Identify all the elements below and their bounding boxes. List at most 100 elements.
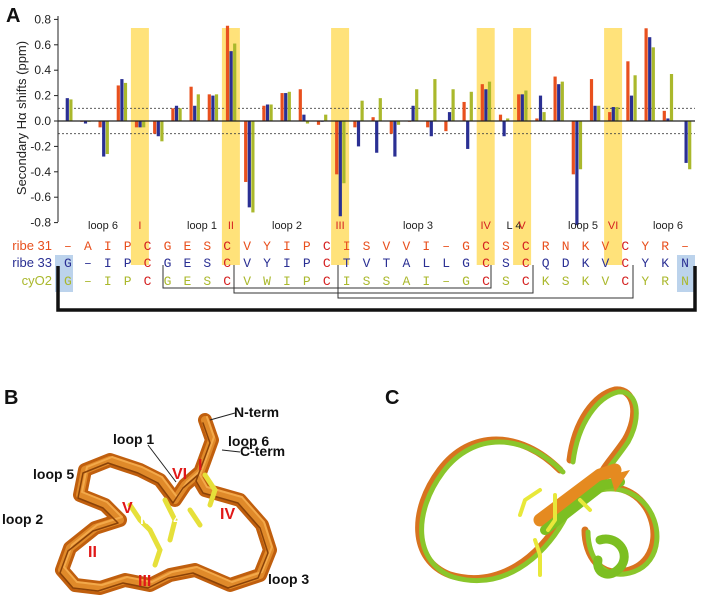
residue-0-26: K [582,239,590,254]
region-labels: loop 6 loop 1 loop 2 loop 3 L 4 loop 5 loop 6 [88,220,683,232]
residue-2-27: V [602,274,610,289]
label-loop-5: loop 5 [33,466,74,482]
label-loop-6: loop 6 [228,433,269,449]
residue-0-6: E [183,239,191,254]
region-label-6: loop 6 [653,220,683,232]
residue-2-12: P [303,274,311,289]
cys-highlight-i [130,28,149,265]
cys-label-vi: VI [172,466,187,483]
bar-ribe-31-9 [225,25,230,121]
residue-2-9: V [243,274,251,289]
residue-2-3: P [124,274,132,289]
region-label-3: loop 3 [403,220,433,232]
bar-ribe-31-7 [189,86,193,121]
cys-label-iv: IV [220,506,235,523]
cys-roman-5: VI [608,220,618,232]
residue-2-25: S [562,274,570,289]
residue-0-27: V [602,239,610,254]
residue-0-29: Y [641,239,649,254]
bar-cyo2-25 [524,90,528,121]
bar-ribe-33-10 [247,121,251,208]
bar-ribe-33-1 [83,121,88,124]
residue-1-22: S [502,256,510,271]
bar-cyo2-24 [506,118,510,121]
bar-ribe-33-22 [466,121,470,149]
residue-2-30: R [661,274,669,289]
bar-ribe-31-24 [498,114,503,121]
region-label-4: L 4 [507,220,522,232]
cys-label-iii: III [138,573,151,590]
residue-1-7: S [203,256,211,271]
y-tick-label-0: 0.8 [34,12,51,26]
chart-axes [54,16,695,224]
residue-2-1: – [84,274,92,289]
residue-1-18: L [422,256,430,271]
bar-ribe-33-32 [648,37,652,121]
residue-2-16: S [383,274,391,289]
cartoon-sidechains [518,488,592,577]
residue-2-11: I [283,274,291,289]
residue-2-8: C [223,274,231,289]
bar-ribe-31-6 [171,108,175,121]
residue-1-30: K [661,256,669,271]
residue-1-0: G [64,256,72,271]
residue-2-26: K [582,274,590,289]
bar-ribe-33-8 [211,95,215,121]
bar-ribe-33-4 [138,121,142,128]
bar-cyo2-19 [415,89,419,121]
bar-cyo2-17 [378,98,382,121]
bar-ribe-33-33 [666,118,670,121]
residue-2-7: S [203,274,211,289]
bar-ribe-33-26 [538,95,543,121]
residue-0-18: I [422,239,430,254]
bar-cyo2-18 [396,121,401,125]
bar-cyo2-6 [178,108,182,121]
bar-ribe-33-20 [429,121,433,137]
bar-ribe-33-5 [156,121,160,137]
residue-0-4: C [144,239,152,254]
region-label-0: loop 6 [88,220,118,232]
cys-roman-0: I [138,220,141,232]
residue-0-11: I [283,239,291,254]
residue-1-4: C [144,256,152,271]
bar-cyo2-16 [360,100,364,121]
bar-ribe-31-23 [480,84,484,121]
bar-ribe-33-6 [174,105,179,121]
cys-label-v: V [122,500,133,517]
bar-ribe-33-2 [102,121,106,157]
bar-ribe-31-16 [353,121,357,128]
bar-ribe-33-30 [611,107,615,121]
residue-0-12: P [303,239,311,254]
bar-ribe-33-3 [120,79,124,121]
bar-cyo2-5 [160,121,164,142]
label-n-term: N-term [234,404,279,420]
bar-ribe-33-16 [356,121,361,147]
residue-0-5: G [164,239,172,254]
residue-0-17: V [402,239,410,254]
sequence-names: ribe 31 ribe 33 cyO2 [12,238,52,288]
bar-ribe-33-0 [65,98,69,121]
bar-cyo2-15 [342,121,346,184]
bar-ribe-31-11 [262,105,266,121]
residue-2-0: G [64,274,72,289]
cyclic-backbone-link [56,266,697,312]
residue-1-29: Y [641,256,649,271]
bar-cyo2-20 [433,79,437,121]
bar-cyo2-27 [560,81,564,121]
bar-cyo2-31 [633,75,637,121]
bar-ribe-33-34 [684,121,688,163]
cartoon-green-loop [570,389,639,485]
bar-ribe-31-15 [335,121,339,175]
bar-ribe-31-25 [517,94,521,121]
panel-label-b: B [4,387,18,409]
bar-cyo2-13 [305,121,310,124]
cysteine-roman-labels: I II III IV V VI [138,220,618,232]
bar-cyo2-32 [651,47,655,122]
residue-2-20: G [462,274,470,289]
y-tick-label-1: 0.6 [34,38,51,52]
residue-2-15: S [363,274,371,289]
bar-ribe-31-28 [571,121,575,175]
bar-cyo2-10 [251,121,255,213]
y-tick-label-8: -0.8 [30,216,51,230]
